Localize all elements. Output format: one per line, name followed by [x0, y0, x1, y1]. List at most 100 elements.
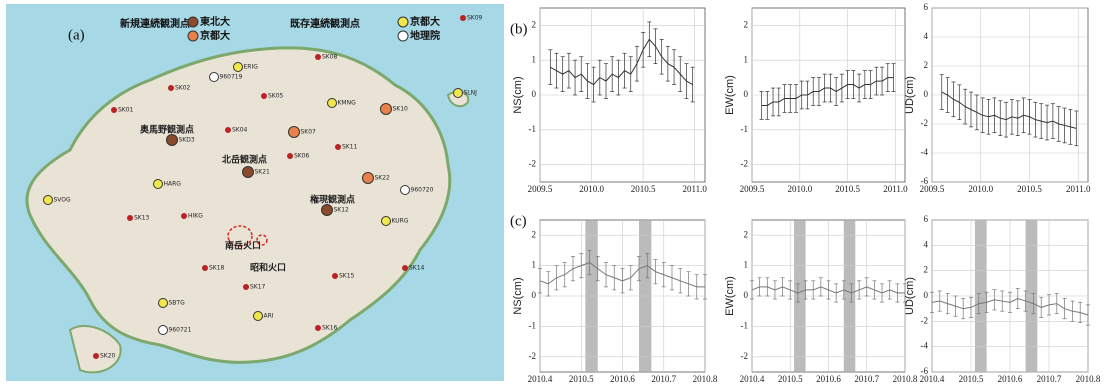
- y-tick-label: 2: [532, 229, 537, 239]
- station-marker: [322, 205, 333, 216]
- panel-label: (a): [68, 27, 85, 43]
- station-marker: [159, 299, 168, 308]
- station-label: SK13: [134, 215, 150, 222]
- x-tick-label: 2010.6: [610, 374, 635, 384]
- y-axis-label: EW(cm): [724, 276, 736, 316]
- figure: (a) 新規連続観測点 東北大 京都大 既存連続観測点 京都大 地理院 奥馬野観…: [0, 0, 1106, 385]
- station-marker: [111, 107, 117, 113]
- station-marker: [335, 144, 341, 150]
- y-tick-label: -1: [529, 124, 537, 134]
- y-tick-label: 0: [924, 290, 929, 300]
- station-marker: [202, 265, 208, 271]
- station-marker: [225, 127, 231, 133]
- y-axis-label: UD(cm): [904, 76, 916, 114]
- x-tick-label: 2010.8: [693, 374, 718, 384]
- y-tick-label: 2: [744, 19, 749, 29]
- y-tick-label: 1: [532, 260, 537, 270]
- x-tick-label: 2010.4: [920, 374, 945, 384]
- y-tick-label: -4: [921, 341, 929, 351]
- x-tick-label: 2010.7: [854, 374, 879, 384]
- y-tick-label: -4: [921, 147, 929, 157]
- x-tick-label: 2011.0: [682, 184, 707, 194]
- station-label: ERIG: [244, 64, 259, 71]
- station-marker: [243, 167, 254, 178]
- panel-label: (c): [510, 213, 527, 229]
- x-tick-label: 2009.5: [920, 184, 945, 194]
- station-label: SK21: [255, 169, 271, 176]
- x-tick-label: 2009.5: [528, 184, 553, 194]
- y-tick-label: 4: [924, 239, 929, 249]
- station-label: SK07: [301, 129, 317, 136]
- station-label: SK12: [334, 207, 350, 214]
- station-marker: [381, 104, 392, 115]
- y-axis-label: NS(cm): [512, 277, 524, 314]
- station-label: ARI: [264, 313, 274, 320]
- station-label: SK17: [250, 284, 266, 291]
- y-tick-label: 1: [532, 54, 537, 64]
- station-marker: [328, 99, 337, 108]
- y-tick-label: 2: [924, 60, 929, 70]
- y-tick-label: 4: [924, 31, 929, 41]
- x-tick-label: 2010.5: [778, 374, 803, 384]
- station-marker: [167, 135, 178, 146]
- station-label: SBTG: [169, 300, 186, 307]
- station-label: SK09: [467, 15, 483, 22]
- station-label: SK18: [209, 265, 225, 272]
- x-tick-label: 2010.8: [1076, 374, 1101, 384]
- station-marker: [315, 54, 321, 60]
- x-tick-label: 2010.5: [959, 374, 984, 384]
- legend-marker: [398, 17, 408, 27]
- station-label: SK06: [294, 153, 310, 160]
- legend-marker: [188, 17, 198, 27]
- x-tick-label: 2010.6: [998, 374, 1023, 384]
- station-label: KURG: [392, 218, 409, 225]
- y-tick-label: -1: [529, 320, 537, 330]
- station-marker: [93, 353, 99, 359]
- station-marker: [402, 265, 408, 271]
- y-tick-label: -1: [741, 124, 749, 134]
- station-marker: [181, 213, 187, 219]
- y-axis-label: UD(cm): [904, 277, 916, 315]
- station-label: 960720: [411, 187, 434, 194]
- site-label: 昭和火口: [250, 262, 286, 274]
- y-tick-label: 1: [744, 260, 749, 270]
- legend-marker: [398, 31, 408, 41]
- y-tick-label: 2: [532, 19, 537, 29]
- y-tick-label: 6: [924, 214, 929, 224]
- station-marker: [154, 180, 163, 189]
- station-label: SKD3: [179, 137, 195, 144]
- station-label: SK01: [118, 107, 134, 114]
- station-marker: [315, 325, 321, 331]
- y-tick-label: -2: [741, 159, 749, 169]
- x-tick-label: 2010.0: [787, 184, 812, 194]
- station-marker: [363, 173, 374, 184]
- station-label: 960719: [220, 74, 243, 81]
- station-label: SVOG: [54, 197, 72, 204]
- station-marker: [401, 186, 410, 195]
- x-tick-label: 2010.5: [835, 184, 860, 194]
- station-marker: [454, 89, 463, 98]
- x-tick-label: 2010.7: [1037, 374, 1062, 384]
- y-tick-label: 0: [744, 290, 749, 300]
- x-tick-label: 2010.7: [651, 374, 676, 384]
- x-tick-label: 2010.0: [579, 184, 604, 194]
- station-marker: [460, 15, 466, 21]
- station-marker: [159, 326, 168, 335]
- station-marker: [243, 284, 249, 290]
- x-tick-label: 2011.0: [1066, 184, 1091, 194]
- station-label: HIKG: [188, 213, 203, 220]
- station-label: SK15: [339, 273, 355, 280]
- station-marker: [44, 196, 53, 205]
- y-tick-label: 2: [744, 229, 749, 239]
- station-marker: [287, 153, 293, 159]
- station-marker: [332, 273, 338, 279]
- y-tick-label: -2: [921, 315, 929, 325]
- station-marker: [261, 93, 267, 99]
- x-tick-label: 2010.4: [528, 374, 553, 384]
- legend-title: 新規連続観測点: [120, 17, 190, 30]
- y-tick-label: -2: [529, 159, 537, 169]
- station-label: SK11: [342, 144, 358, 151]
- station-label: SK04: [232, 127, 248, 134]
- site-label: 権現観測点: [310, 194, 355, 206]
- legend-label: 京都大: [410, 15, 440, 28]
